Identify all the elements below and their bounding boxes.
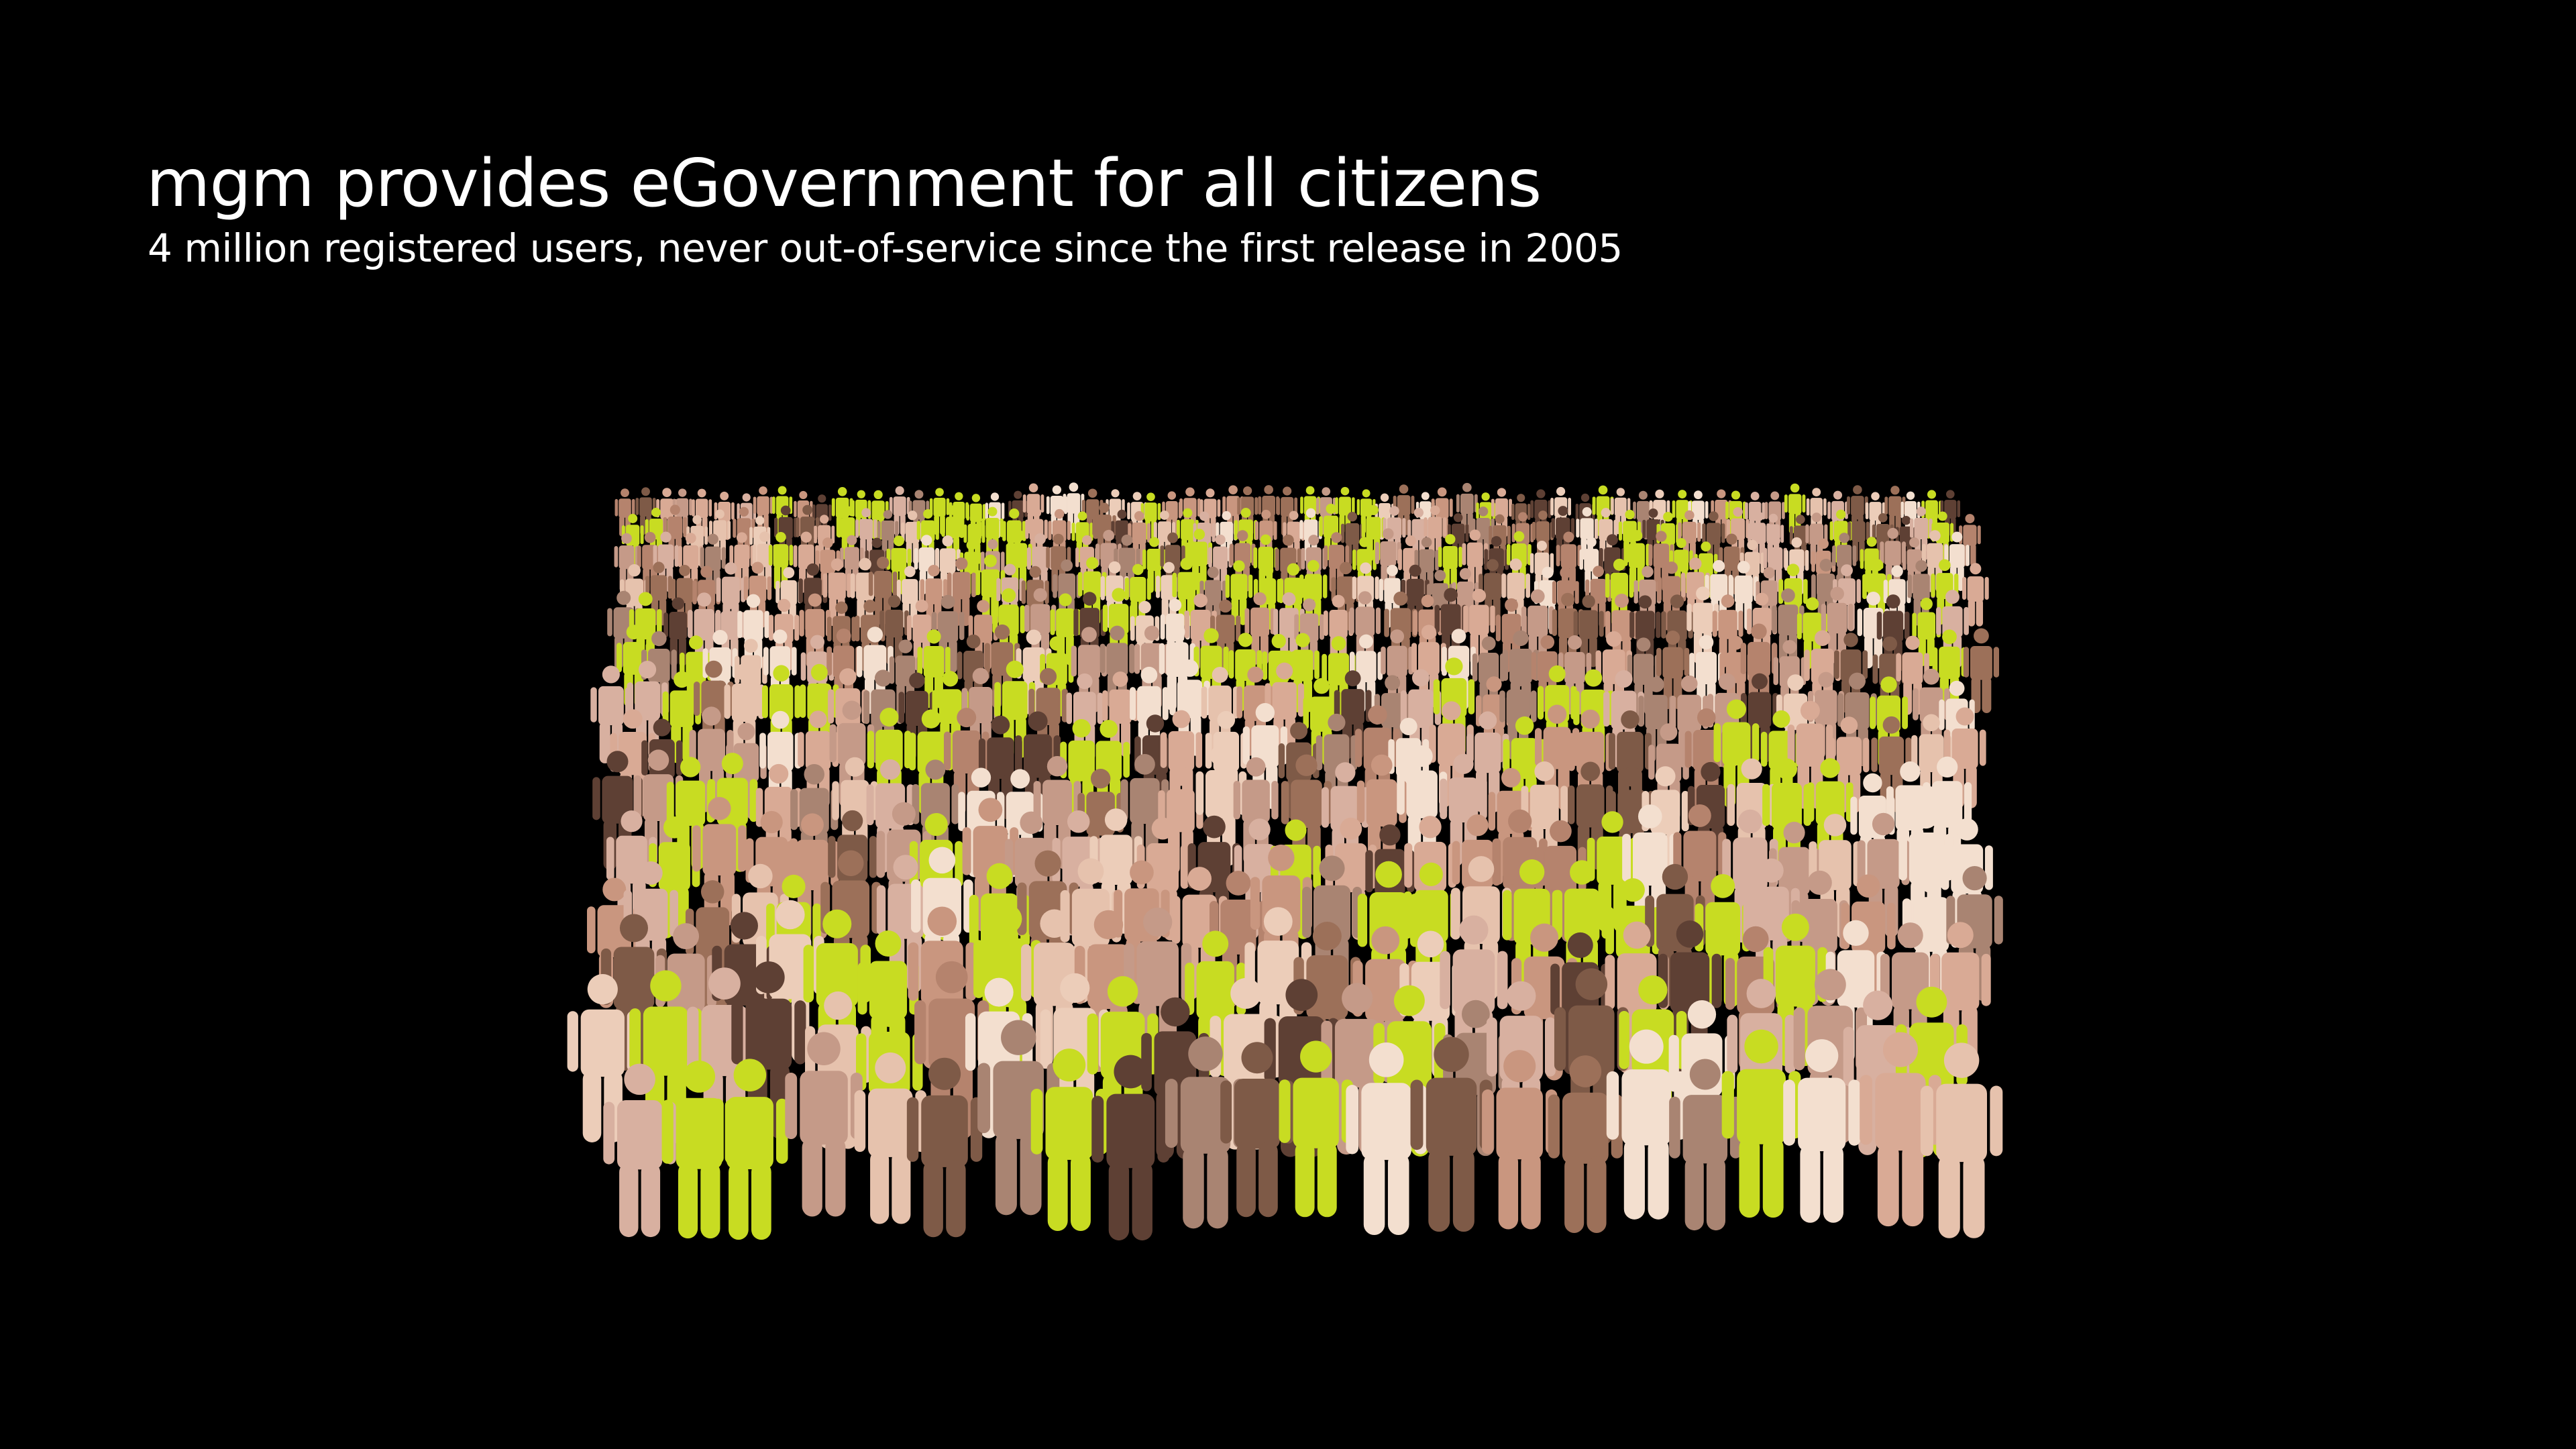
person-icon	[1783, 1039, 1861, 1223]
person-icon	[906, 1057, 983, 1238]
person-icon	[855, 508, 877, 560]
person-icon	[1606, 1029, 1686, 1220]
person-icon	[1346, 1042, 1427, 1236]
person-icon	[614, 488, 635, 537]
person-icon	[1773, 639, 1807, 718]
person-icon	[1410, 1036, 1493, 1232]
slide-subtitle: 4 million registered users, never out-of…	[148, 225, 1623, 271]
person-icon	[1962, 563, 1989, 627]
person-icon	[1397, 745, 1448, 865]
person-icon	[1324, 532, 1350, 592]
person-icon	[753, 486, 773, 534]
person-icon	[785, 1032, 863, 1217]
person-icon	[1438, 534, 1462, 592]
person-icon	[1331, 561, 1360, 631]
person-icon	[603, 1063, 676, 1238]
person-icon	[768, 532, 794, 590]
person-icon	[1414, 537, 1439, 595]
person-icon	[1277, 486, 1298, 536]
person-icon	[1021, 909, 1088, 1068]
slide-title: mgm provides eGovernment for all citizen…	[146, 146, 1542, 222]
person-icon	[712, 1059, 788, 1240]
person-icon	[1943, 707, 1986, 808]
person-icon	[1860, 1032, 1941, 1227]
person-icon	[1393, 484, 1415, 535]
person-icon	[1920, 1042, 2003, 1238]
person-icon	[1721, 1029, 1801, 1218]
person-icon	[1091, 1055, 1170, 1241]
title-block: mgm provides eGovernment for all citizen…	[146, 146, 1623, 270]
person-icon	[1963, 628, 2000, 713]
person-icon	[1172, 557, 1201, 627]
person-icon	[1201, 666, 1239, 756]
person-icon	[1689, 635, 1723, 716]
person-icon	[1688, 490, 1709, 539]
person-icon	[1806, 488, 1827, 536]
person-icon	[1548, 1055, 1623, 1233]
person-icon	[1673, 804, 1727, 931]
